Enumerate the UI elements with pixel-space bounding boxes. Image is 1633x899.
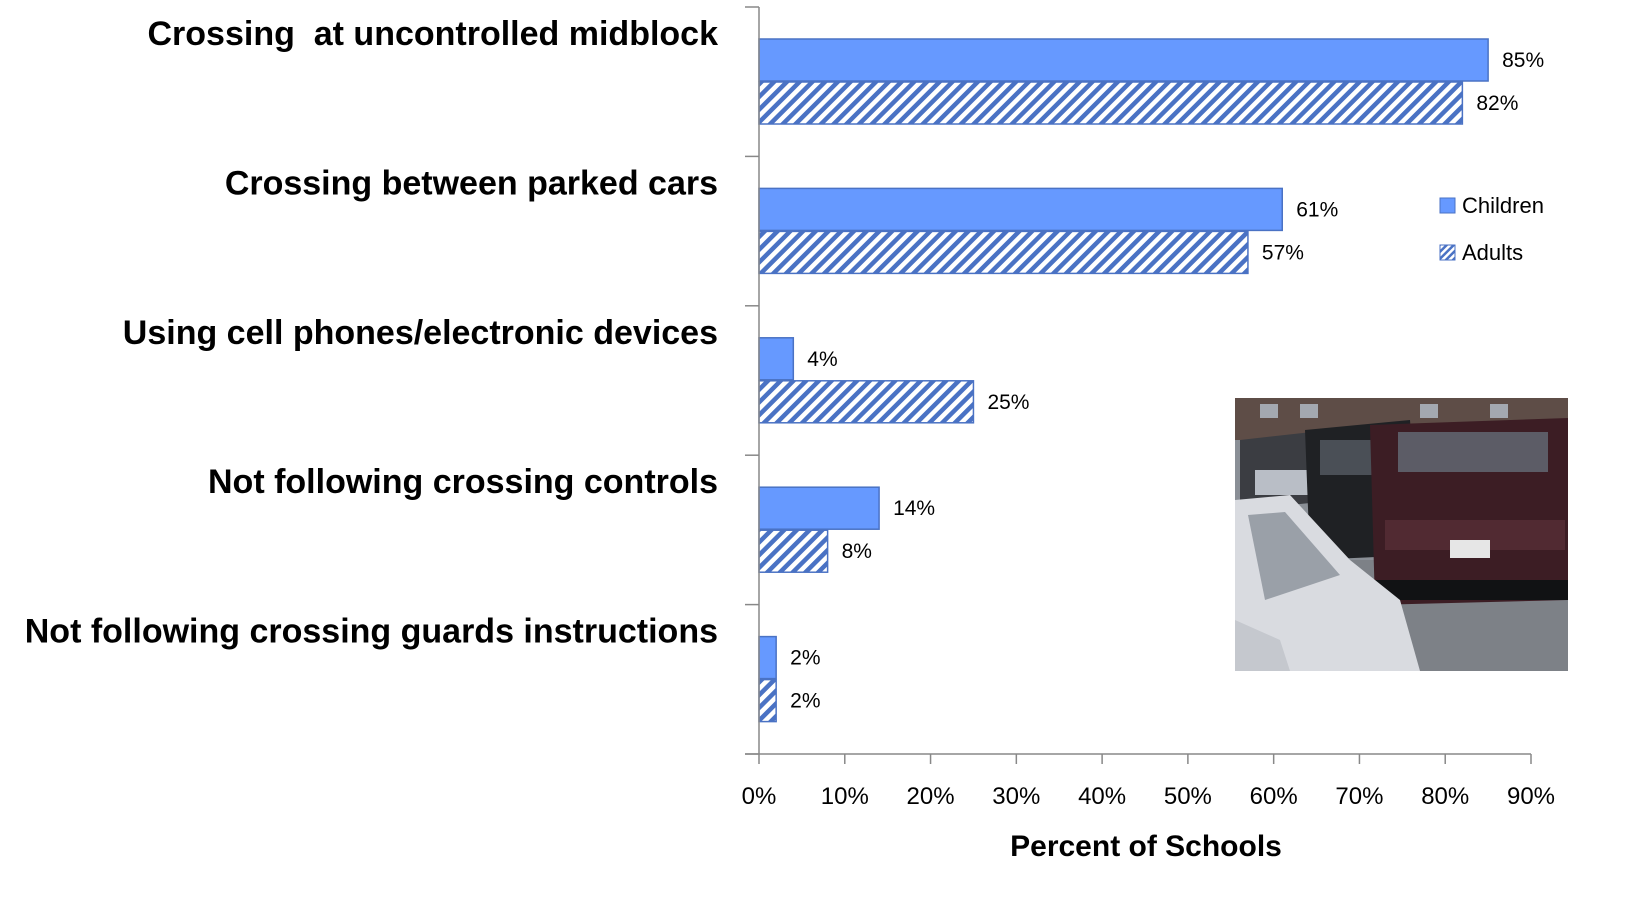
- x-tick-label: 10%: [821, 783, 869, 810]
- x-tick-label: 90%: [1507, 783, 1555, 810]
- legend: Children Adults: [1439, 193, 1544, 265]
- bar-adults: [758, 678, 777, 723]
- category-label: Not following crossing controls: [208, 463, 718, 501]
- x-axis-title: Percent of Schools: [1010, 830, 1282, 863]
- category-label: Crossing at uncontrolled midblock: [148, 15, 719, 53]
- data-label: 2%: [790, 647, 820, 670]
- legend-label-adults: Adults: [1462, 240, 1523, 265]
- x-tick-label: 60%: [1250, 783, 1298, 810]
- data-label: 25%: [987, 391, 1029, 414]
- data-label: 14%: [893, 497, 935, 520]
- x-ticks: 0% 10% 20% 30% 40% 50% 60% 70% 80% 90%: [742, 754, 1555, 810]
- data-label: 57%: [1262, 241, 1304, 264]
- bar-adults: [758, 529, 829, 573]
- x-tick-label: 50%: [1164, 783, 1212, 810]
- data-label: 82%: [1476, 92, 1518, 115]
- legend-swatch-children: [1439, 197, 1456, 214]
- bar-adults: [758, 81, 1464, 125]
- category-label: Crossing between parked cars: [225, 164, 718, 202]
- x-tick-label: 70%: [1335, 783, 1383, 810]
- data-label: 8%: [842, 540, 872, 563]
- bar-children: [758, 635, 777, 680]
- legend-label-children: Children: [1462, 193, 1544, 218]
- data-label: 2%: [790, 690, 820, 713]
- bar-adults: [758, 230, 1249, 275]
- bar-children: [758, 38, 1489, 82]
- x-tick-label: 80%: [1421, 783, 1469, 810]
- category-label: Not following crossing guards instructio…: [25, 613, 718, 651]
- bars: [758, 38, 1489, 723]
- category-labels: Crossing at uncontrolled midblock Crossin…: [25, 15, 718, 651]
- category-label: Using cell phones/electronic devices: [123, 314, 718, 352]
- bar-adults: [758, 380, 975, 424]
- data-labels: 85% 82% 61% 57% 4% 25% 14% 8% 2% 2%: [790, 49, 1544, 713]
- bar-children: [758, 187, 1283, 232]
- x-tick-label: 0%: [742, 783, 777, 810]
- data-label: 85%: [1502, 49, 1544, 72]
- bar-children: [758, 486, 880, 530]
- data-label: 4%: [807, 348, 837, 371]
- x-tick-label: 40%: [1078, 783, 1126, 810]
- legend-swatch-adults: [1439, 244, 1456, 261]
- axes: [745, 6, 1531, 755]
- bar-children: [758, 337, 795, 381]
- x-tick-label: 20%: [907, 783, 955, 810]
- parked-cars-photo: [1235, 398, 1568, 671]
- x-tick-label: 30%: [992, 783, 1040, 810]
- data-label: 61%: [1296, 198, 1338, 221]
